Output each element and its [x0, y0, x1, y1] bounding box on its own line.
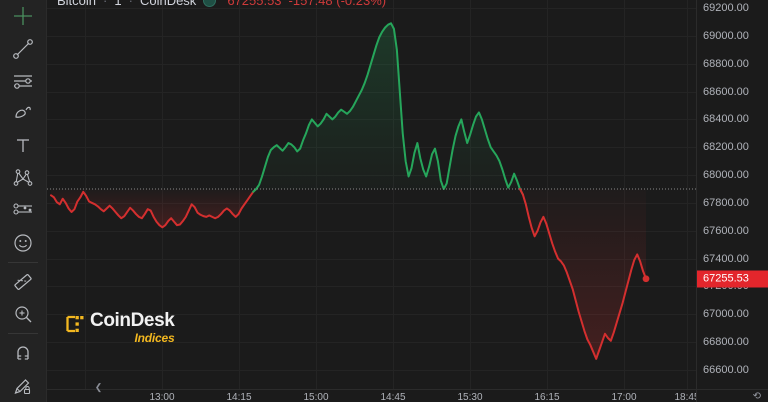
series-line — [50, 188, 258, 229]
price-axis[interactable]: 67255.53 69200.00 69000.00 68800.00 68600.0… — [696, 0, 768, 402]
gridline-vertical — [316, 0, 317, 402]
gridline-vertical — [393, 0, 394, 402]
price-axis-label: 68200.00 — [703, 141, 749, 154]
time-axis-label: 13:00 — [149, 392, 175, 402]
legend-separator-1: · — [103, 0, 108, 8]
time-axis-label: 14:45 — [380, 392, 406, 402]
time-axis-label: 17:00 — [611, 392, 637, 402]
legend-source[interactable]: CoinDesk — [139, 0, 197, 8]
series-area-fill — [253, 23, 523, 195]
forecast-icon[interactable] — [0, 194, 47, 226]
chart-plot-area[interactable]: CoinDesk Indices Bitcoin · 1 · CoinDesk … — [47, 0, 696, 402]
gridline-horizontal — [47, 35, 696, 37]
toolbar-divider-2 — [8, 333, 38, 335]
gridline-horizontal — [47, 342, 696, 344]
price-axis-label: 69000.00 — [703, 29, 749, 42]
gridline-horizontal — [47, 370, 696, 371]
legend-interval[interactable]: 1 — [114, 0, 122, 8]
price-axis-label: 66800.00 — [703, 336, 749, 349]
emoji-icon[interactable] — [0, 227, 47, 259]
gridline-horizontal — [47, 314, 696, 316]
drawing-toolbar — [0, 0, 47, 402]
gridline-horizontal — [47, 230, 696, 232]
price-axis-label: 68000.00 — [703, 169, 749, 182]
gridline-horizontal — [47, 8, 696, 9]
legend-last-price: 67255.53 — [227, 0, 282, 8]
price-axis-label: 69200.00 — [703, 2, 749, 14]
price-series-plot — [47, 22, 696, 360]
brush-icon[interactable] — [0, 97, 47, 129]
text-tool-icon[interactable] — [0, 129, 47, 161]
price-axis-label: 67600.00 — [703, 224, 749, 237]
series-line — [518, 188, 647, 360]
lock-drawings-icon[interactable] — [0, 370, 47, 402]
gridline-vertical — [687, 0, 688, 402]
series-line — [252, 22, 524, 196]
price-axis-label: 67400.00 — [703, 252, 749, 265]
price-axis-label: 68600.00 — [703, 85, 749, 98]
axis-reset-icon[interactable]: ⟲ — [752, 391, 761, 402]
price-axis-label: 67000.00 — [703, 308, 749, 321]
series-area-fill — [51, 189, 257, 228]
measure-ruler-icon[interactable] — [0, 266, 47, 298]
trend-line-icon[interactable] — [0, 32, 47, 64]
toolbar-divider — [8, 261, 38, 263]
time-axis-label: 18:45 — [674, 392, 700, 402]
gridline-horizontal — [47, 258, 696, 260]
magnet-icon[interactable] — [0, 337, 47, 369]
gridline-horizontal — [47, 202, 696, 204]
gridline-vertical — [85, 0, 86, 402]
horizontal-lines-icon[interactable] — [0, 65, 47, 97]
zoom-in-icon[interactable] — [0, 298, 47, 330]
price-axis-label: 68400.00 — [703, 113, 749, 126]
time-axis-label: 15:30 — [457, 392, 483, 402]
chart-legend: Bitcoin · 1 · CoinDesk 67255.53 -157.48 … — [57, 0, 386, 8]
cursor-crosshair-icon[interactable] — [0, 0, 47, 32]
last-price-marker — [642, 275, 650, 283]
current-price-badge: 67255.53 — [697, 270, 768, 288]
source-indicator-icon — [203, 0, 217, 7]
gridline-vertical — [470, 0, 471, 402]
time-axis[interactable]: 13:00 14:15 15:00 14:45 15:30 16:15 17:00 18:45 — [47, 389, 700, 402]
time-axis-label: 14:15 — [226, 392, 252, 402]
legend-separator-2: · — [128, 0, 133, 8]
series-area-fill — [519, 189, 646, 359]
patterns-icon[interactable] — [0, 162, 47, 194]
legend-change: -157.48 (-0.23%) — [288, 0, 387, 8]
chevron-left-icon[interactable]: ❮ — [94, 381, 103, 392]
time-axis-label: 16:15 — [534, 392, 560, 402]
price-axis-label: 67800.00 — [703, 196, 749, 209]
legend-symbol[interactable]: Bitcoin — [57, 0, 97, 8]
price-axis-label: 68800.00 — [703, 57, 749, 70]
gridline-horizontal — [47, 286, 696, 288]
time-axis-label: 15:00 — [303, 392, 329, 402]
price-axis-label: 66600.00 — [703, 364, 749, 376]
axis-corner[interactable]: ⟲ — [696, 389, 768, 402]
